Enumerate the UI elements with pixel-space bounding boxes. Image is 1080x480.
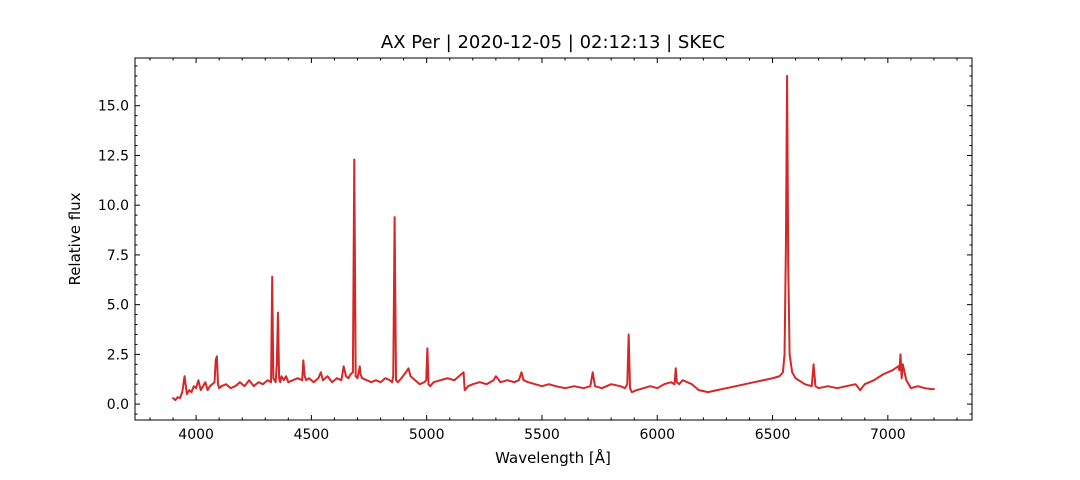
y-tick-label: 12.5: [98, 148, 129, 164]
y-tick-label: 2.5: [107, 347, 129, 363]
x-tick-label: 6000: [639, 427, 675, 443]
ticks-layer: 4000 4500 5000 5500 6000 6500 7000 0.0 2.5 5.0 7.5…: [98, 58, 972, 443]
y-tick-label: 0.0: [107, 397, 129, 413]
x-tick-label: 4500: [294, 427, 330, 443]
x-tick-label: 5000: [409, 427, 445, 443]
y-tick-label: 7.5: [107, 248, 129, 264]
y-tick-label: 15.0: [98, 99, 129, 115]
chart-title: AX Per | 2020-12-05 | 02:12:13 | SKEC: [381, 32, 725, 53]
plot-frame: [134, 57, 973, 421]
x-tick-label: 7000: [870, 427, 906, 443]
x-tick-label: 6500: [755, 427, 791, 443]
y-tick-label: 10.0: [98, 198, 129, 214]
spectrum-series-line: [172, 74, 935, 402]
y-tick-label: 5.0: [107, 298, 129, 314]
x-tick-label: 5500: [524, 427, 560, 443]
x-axis-label: Wavelength [Å]: [495, 448, 611, 467]
x-tick-label: 4000: [178, 427, 214, 443]
series-layer: [172, 74, 935, 402]
y-axis-label: Relative flux: [66, 192, 84, 285]
